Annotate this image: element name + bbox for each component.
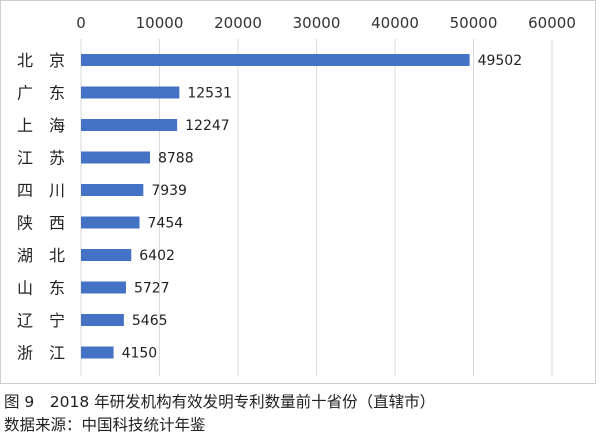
category-label: 山 东 xyxy=(17,279,65,298)
value-label: 12531 xyxy=(187,86,232,102)
bar xyxy=(81,314,124,326)
bar xyxy=(81,119,178,131)
value-label: 5727 xyxy=(134,281,170,297)
category-label: 辽 宁 xyxy=(17,311,65,330)
x-tick-label: 20000 xyxy=(214,14,262,32)
value-label: 7454 xyxy=(148,216,184,232)
value-label: 49502 xyxy=(478,53,523,69)
value-label: 5465 xyxy=(132,313,168,329)
x-tick-label: 0 xyxy=(76,14,86,32)
value-labels: 49502 12531 12247 8788 7939 7454 6402 5727 5465 4… xyxy=(122,53,523,362)
value-label: 8788 xyxy=(158,151,194,167)
x-tick-label: 60000 xyxy=(528,14,576,32)
bar xyxy=(81,281,126,294)
bar xyxy=(81,86,180,99)
category-label: 上 海 xyxy=(17,116,65,135)
category-label: 陕 西 xyxy=(17,214,65,233)
category-label: 四 川 xyxy=(17,181,65,200)
bar xyxy=(81,249,132,261)
bar xyxy=(81,346,114,359)
value-label: 6402 xyxy=(139,248,175,264)
x-tick-label: 10000 xyxy=(136,14,184,32)
x-tick-label: 30000 xyxy=(293,14,341,32)
bars xyxy=(81,54,470,359)
category-labels: 北 京广 东上 海江 苏四 川陕 西湖 北山 东辽 宁浙 江 xyxy=(17,51,65,363)
chart-frame: 0 10000 20000 30000 40000 50000 60000 北 京广 东上 … xyxy=(0,0,596,384)
category-label: 北 京 xyxy=(17,51,65,70)
bar-chart: 0 10000 20000 30000 40000 50000 60000 北 京广 东上 … xyxy=(17,14,576,376)
category-label: 浙 江 xyxy=(17,344,65,363)
category-label: 广 东 xyxy=(17,84,65,103)
figure-caption: 图 9 2018 年研发机构有效发明专利数量前十省份（直辖市） xyxy=(4,393,436,411)
x-tick-label: 40000 xyxy=(371,14,419,32)
category-label: 江 苏 xyxy=(17,149,65,168)
value-label: 12247 xyxy=(185,118,230,134)
data-source: 数据来源：中国科技统计年鉴 xyxy=(4,416,206,434)
bar xyxy=(81,216,140,229)
value-label: 7939 xyxy=(151,183,187,199)
x-tick-label: 50000 xyxy=(450,14,498,32)
value-label: 4150 xyxy=(122,346,158,362)
bar xyxy=(81,151,150,164)
bar xyxy=(81,54,470,66)
x-axis-ticks: 0 10000 20000 30000 40000 50000 60000 xyxy=(76,14,576,32)
bar xyxy=(81,184,144,196)
category-label: 湖 北 xyxy=(17,246,65,265)
